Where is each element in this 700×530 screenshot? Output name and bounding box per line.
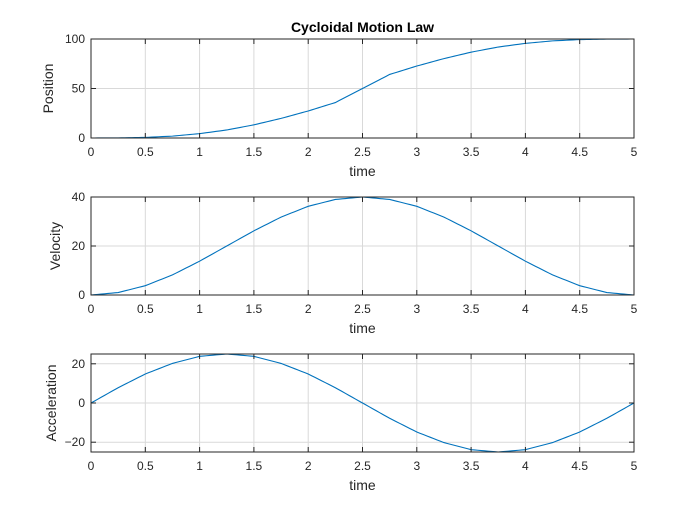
y-axis-label: Position bbox=[40, 64, 56, 114]
x-tick-label: 3.5 bbox=[463, 302, 480, 316]
x-tick-label: 2 bbox=[305, 302, 312, 316]
x-tick-label: 2.5 bbox=[354, 302, 371, 316]
x-tick-label: 4 bbox=[522, 145, 529, 159]
x-axis-label: time bbox=[349, 477, 376, 493]
x-tick-label: 2 bbox=[305, 145, 312, 159]
x-tick-label: 2.5 bbox=[354, 459, 371, 473]
y-tick-label: 20 bbox=[72, 239, 86, 253]
subplot-1: 0 0.5 1 1.5 2 2.5 3 3.5 4 4.5 5050100timePositionC… bbox=[40, 19, 638, 179]
x-tick-label: 1 bbox=[196, 145, 203, 159]
subplot-2: 0 0.5 1 1.5 2 2.5 3 3.5 4 4.5 5 0 20 40 time Velocity bbox=[47, 190, 638, 336]
y-tick-label: 0 bbox=[78, 396, 85, 410]
subplot-3: 0 0.5 1 1.5 2 2.5 3 3.5 4 4.5 5−20020timeAccelerat… bbox=[43, 353, 638, 493]
x-tick-label: 1.5 bbox=[246, 459, 263, 473]
x-axis-label: time bbox=[349, 320, 376, 336]
y-tick-label: 40 bbox=[72, 190, 86, 204]
x-tick-label: 1.5 bbox=[246, 145, 263, 159]
x-tick-label: 4.5 bbox=[571, 145, 588, 159]
x-tick-label: 4.5 bbox=[571, 459, 588, 473]
x-tick-label: 0 bbox=[88, 459, 95, 473]
x-tick-label: 1 bbox=[196, 302, 203, 316]
y-tick-label: 100 bbox=[65, 32, 85, 46]
x-tick-label: 0 bbox=[88, 145, 95, 159]
x-tick-label: 2 bbox=[305, 459, 312, 473]
y-axis-label: Acceleration bbox=[43, 364, 59, 441]
y-tick-label: 0 bbox=[78, 288, 85, 302]
y-tick-label: 0 bbox=[78, 131, 85, 145]
x-tick-label: 3.5 bbox=[463, 459, 480, 473]
x-tick-label: 3.5 bbox=[463, 145, 480, 159]
x-tick-label: 3 bbox=[413, 459, 420, 473]
x-tick-label: 0 bbox=[88, 302, 95, 316]
x-tick-label: 4.5 bbox=[571, 302, 588, 316]
x-tick-label: 4 bbox=[522, 302, 529, 316]
y-tick-label: −20 bbox=[65, 435, 86, 449]
series-line-1 bbox=[90, 353, 635, 453]
y-tick-label: 20 bbox=[72, 357, 86, 371]
x-tick-label: 1 bbox=[196, 459, 203, 473]
x-tick-label: 4 bbox=[522, 459, 529, 473]
x-tick-label: 5 bbox=[631, 459, 638, 473]
y-tick-label: 50 bbox=[72, 82, 86, 96]
x-tick-label: 1.5 bbox=[246, 302, 263, 316]
x-tick-label: 5 bbox=[631, 145, 638, 159]
x-tick-label: 3 bbox=[413, 302, 420, 316]
x-tick-label: 2.5 bbox=[354, 145, 371, 159]
y-axis-label: Velocity bbox=[47, 222, 63, 270]
x-axis-label: time bbox=[349, 163, 376, 179]
x-tick-label: 0.5 bbox=[137, 145, 154, 159]
chart-title: Cycloidal Motion Law bbox=[291, 19, 434, 35]
x-tick-label: 0.5 bbox=[137, 302, 154, 316]
series-line-1 bbox=[90, 38, 635, 139]
x-tick-label: 5 bbox=[631, 302, 638, 316]
x-tick-label: 3 bbox=[413, 145, 420, 159]
x-tick-label: 0.5 bbox=[137, 459, 154, 473]
